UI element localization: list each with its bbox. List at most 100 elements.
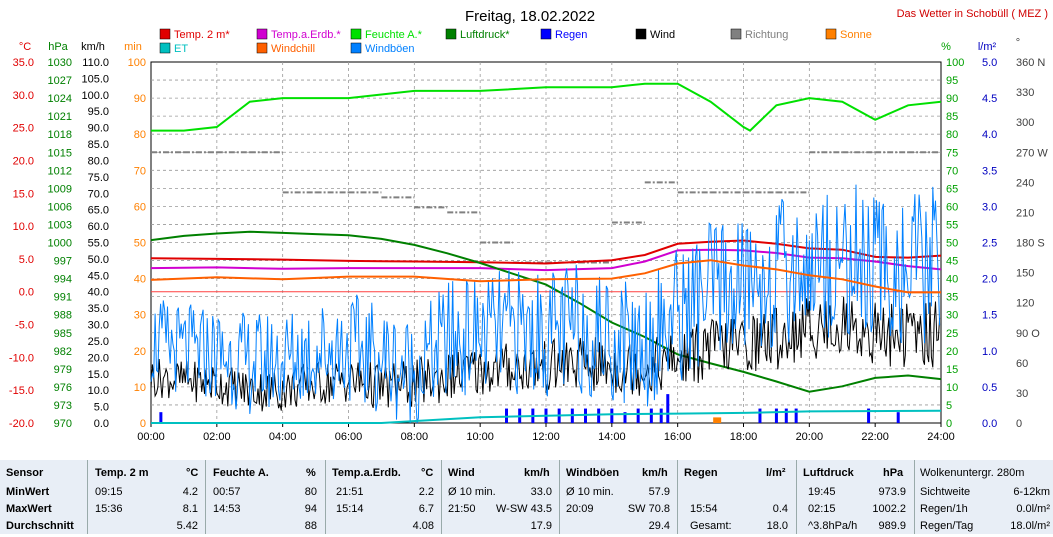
- pressure-tick-label: 970: [54, 418, 72, 430]
- stats-cell: 4.08: [412, 520, 434, 532]
- divider: [559, 460, 560, 534]
- divider: [441, 460, 442, 534]
- sun-tick-label: 0: [140, 418, 146, 430]
- wind-tick-label: 65.0: [88, 205, 109, 217]
- wind-tick-label: 50.0: [88, 254, 109, 266]
- pressure-tick-label: 985: [54, 328, 72, 340]
- humidity-tick-label: 50: [946, 238, 958, 250]
- humidity-axis-title: %: [941, 41, 951, 53]
- x-tick-label: 14:00: [598, 431, 626, 443]
- stats-cell: 21:51: [336, 486, 364, 498]
- pressure-tick-label: 1021: [48, 111, 72, 123]
- legend-label: Windböen: [365, 43, 415, 55]
- legend-label: Wind: [650, 29, 675, 41]
- rain-bar: [159, 412, 163, 423]
- x-tick-label: 20:00: [796, 431, 824, 443]
- pressure-tick-label: 1012: [48, 165, 72, 177]
- stats-cell: 8.1: [182, 503, 198, 515]
- x-tick-label: 12:00: [532, 431, 560, 443]
- legend-swatch: [540, 28, 552, 40]
- wind-tick-label: 45.0: [88, 270, 109, 282]
- temp-tick-label: 15.0: [13, 188, 34, 200]
- rain-bar: [794, 408, 798, 423]
- sun-tick-label: 40: [134, 274, 146, 286]
- stats-cell: 14:53: [213, 503, 241, 515]
- temp-tick-label: 25.0: [13, 123, 34, 135]
- stats-row-label: MinWert: [6, 486, 50, 498]
- rain-tick-label: 1.5: [982, 310, 997, 322]
- wind-tick-label: 100.0: [81, 90, 109, 102]
- temp-tick-label: -15.0: [9, 385, 34, 397]
- direction-tick-label: 0: [1016, 418, 1022, 430]
- stats-row: MinWert 09:15 4.2 00:57 80 21:51 2.2 Ø 10 min. 3…: [0, 486, 1053, 503]
- humidity-tick-label: 65: [946, 183, 958, 195]
- stats-cell: 20:09: [566, 503, 594, 515]
- temp-tick-label: -5.0: [15, 320, 34, 332]
- humidity-tick-label: 70: [946, 165, 958, 177]
- rain-tick-label: 3.5: [982, 165, 997, 177]
- legend-label: Sonne: [840, 29, 872, 41]
- legend-label: Richtung: [745, 29, 788, 41]
- stats-cell: Regen/1h: [920, 503, 968, 515]
- stats-row-label: MaxWert: [6, 503, 52, 515]
- temp-tick-label: -10.0: [9, 352, 34, 364]
- x-tick-label: 00:00: [137, 431, 165, 443]
- stats-cell: 973.9: [878, 486, 906, 498]
- direction-tick-label: 60: [1016, 358, 1028, 370]
- rain-bar: [610, 408, 614, 423]
- x-tick-label: 08:00: [401, 431, 429, 443]
- wind-tick-label: 40.0: [88, 287, 109, 299]
- series-line: [151, 409, 942, 424]
- wind-tick-label: 30.0: [88, 320, 109, 332]
- pressure-tick-label: 997: [54, 256, 72, 268]
- humidity-tick-label: 45: [946, 256, 958, 268]
- stats-cell: 15:54: [690, 503, 718, 515]
- rain-tick-label: 0.5: [982, 382, 997, 394]
- chart-marks: [150, 82, 942, 424]
- stats-cell: Regen/Tag: [920, 520, 974, 532]
- humidity-tick-label: 40: [946, 274, 958, 286]
- stats-cell: 18.0: [766, 520, 788, 532]
- wind-tick-label: 70.0: [88, 188, 109, 200]
- rain-tick-label: 4.5: [982, 93, 997, 105]
- humidity-tick-label: 75: [946, 147, 958, 159]
- header-gusts: Windböen: [566, 467, 620, 479]
- x-tick-label: 22:00: [861, 431, 889, 443]
- temp-tick-label: 35.0: [13, 57, 34, 69]
- x-tick-label: 04:00: [269, 431, 297, 443]
- stats-cell: 18.0l/m²: [1010, 520, 1050, 532]
- stats-cell: 1002.2: [872, 503, 906, 515]
- wind-axis-title: km/h: [81, 41, 105, 53]
- stats-cell: 2.2: [418, 486, 434, 498]
- legend-swatch: [730, 28, 742, 40]
- wind-tick-label: 105.0: [81, 73, 109, 85]
- legend: Temp. 2 m* Temp.a.Erdb.* Feuchte A.* Luftdr…: [159, 28, 872, 55]
- pressure-tick-label: 976: [54, 382, 72, 394]
- humidity-tick-label: 0: [946, 418, 952, 430]
- header-pressure-unit: hPa: [883, 467, 904, 479]
- wind-tick-label: 75.0: [88, 172, 109, 184]
- series-line: [150, 239, 942, 265]
- legend-swatch: [256, 28, 268, 40]
- header-gusts-unit: km/h: [642, 467, 668, 479]
- x-tick-label: 10:00: [466, 431, 494, 443]
- direction-tick-label: 30: [1016, 388, 1028, 400]
- stats-row: Durchschnitt 5.42 88 4.08 17.9 29.4 Gesamt: 18.…: [0, 520, 1053, 537]
- x-tick-label: 24:00: [927, 431, 955, 443]
- temp-tick-label: 30.0: [13, 90, 34, 102]
- series-line: [150, 184, 941, 424]
- legend-swatch: [635, 28, 647, 40]
- wind-tick-label: 20.0: [88, 352, 109, 364]
- right-axes: 1009590858075706560555045403530252015105…: [946, 57, 1048, 430]
- rain-tick-label: 4.0: [982, 129, 997, 141]
- x-tick-label: 06:00: [335, 431, 363, 443]
- pressure-tick-label: 979: [54, 364, 72, 376]
- sun-tick-label: 100: [128, 57, 146, 69]
- pressure-axis-title: hPa: [48, 41, 68, 53]
- rain-bar: [623, 412, 627, 423]
- rain-bar: [784, 408, 788, 423]
- stats-cell: ^3.8hPa/h: [808, 520, 858, 532]
- humidity-tick-label: 15: [946, 364, 958, 376]
- wind-tick-label: 35.0: [88, 303, 109, 315]
- wind-tick-label: 90.0: [88, 123, 109, 135]
